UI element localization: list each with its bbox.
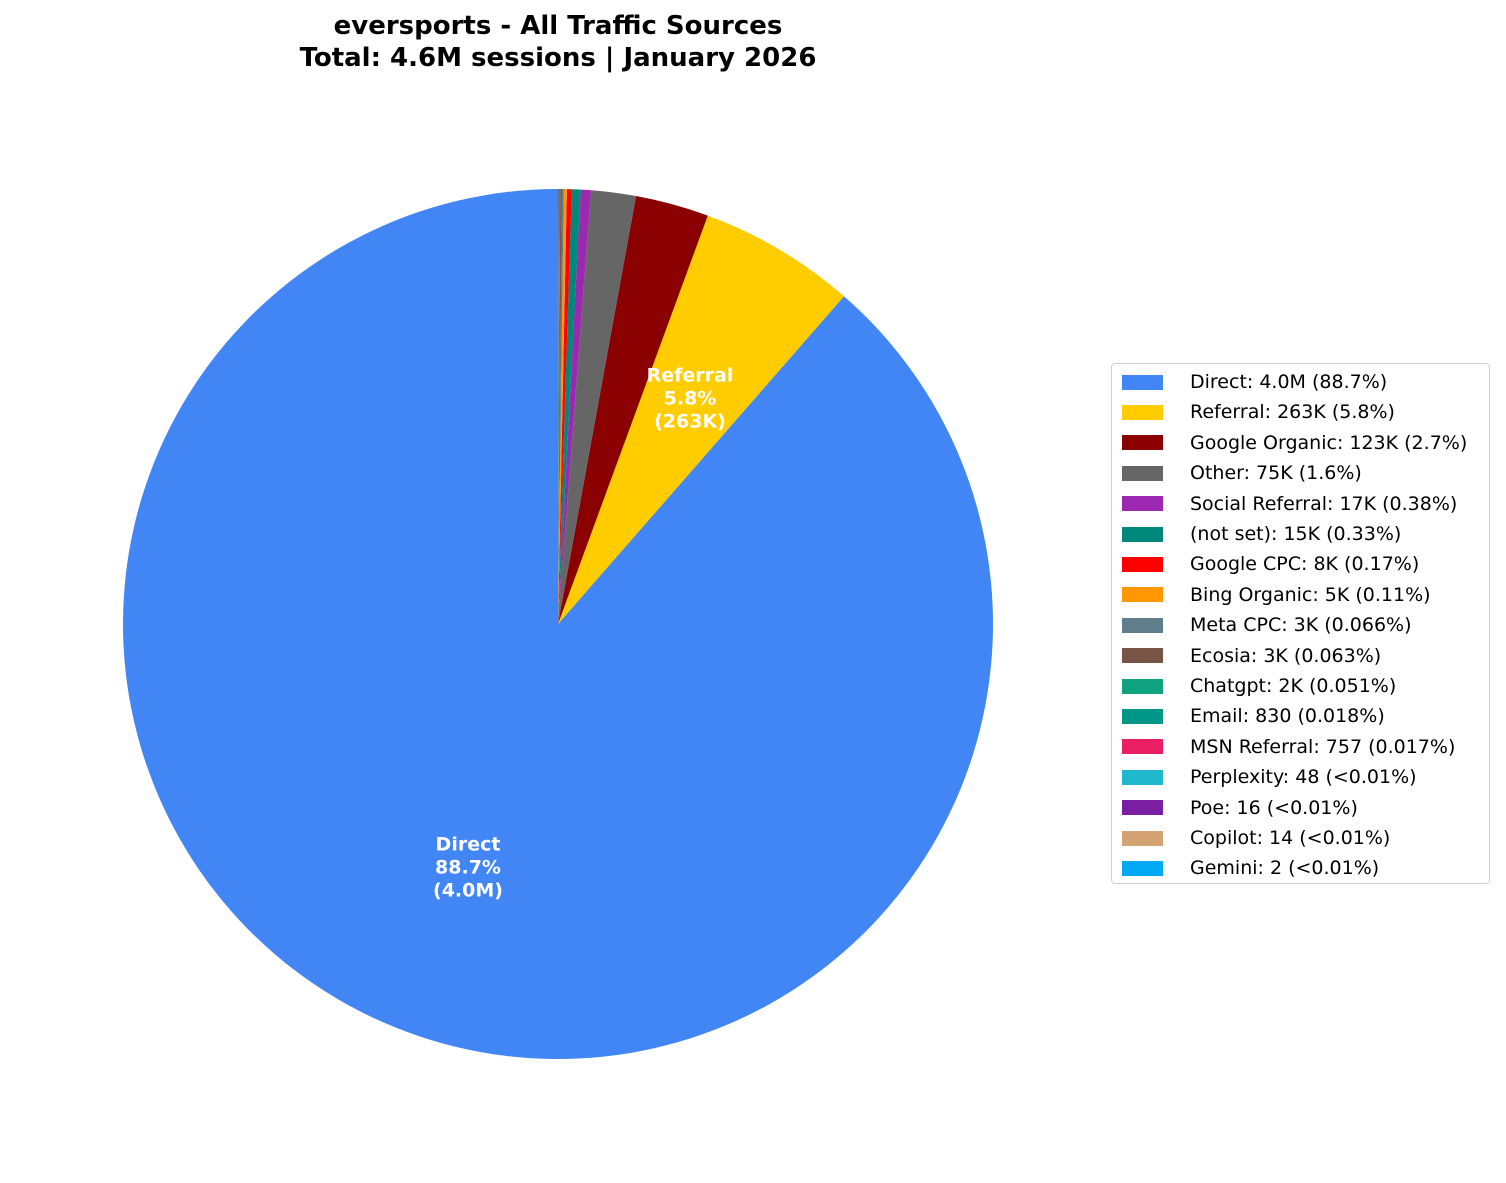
legend-item: Social Referral: 17K (0.38%) <box>1122 489 1457 519</box>
legend-item: Ecosia: 3K (0.063%) <box>1122 641 1381 671</box>
legend-label: Direct: 4.0M (88.7%) <box>1190 371 1388 393</box>
legend-label: MSN Referral: 757 (0.017%) <box>1190 735 1456 758</box>
pie-slice <box>558 189 563 624</box>
legend-label: Social Referral: 17K (0.38%) <box>1190 492 1458 515</box>
pie-slice <box>558 189 559 624</box>
legend-item: Chatgpt: 2K (0.051%) <box>1122 671 1396 701</box>
legend-item: Copilot: 14 (<0.01%) <box>1122 823 1390 853</box>
legend-item: Referral: 263K (5.8%) <box>1122 397 1395 427</box>
legend-item: Gemini: 2 (<0.01%) <box>1122 853 1379 883</box>
legend-label: Meta CPC: 3K (0.066%) <box>1190 614 1412 637</box>
slice-label-referral-value: (263K) <box>654 410 726 433</box>
legend-swatch <box>1122 648 1163 664</box>
pie-slice <box>558 190 637 624</box>
pie-slice <box>558 215 845 624</box>
legend-label: Bing Organic: 5K (0.11%) <box>1190 583 1431 606</box>
legend-swatch <box>1122 465 1163 481</box>
chart-legend: Direct: 4.0M (88.7%) Referral: 263K (5.8%… <box>1111 363 1490 884</box>
chart-title: eversports - All Traffic Sources Total: … <box>158 10 958 74</box>
slice-label-direct-name: Direct <box>435 833 501 856</box>
legend-swatch <box>1122 374 1163 390</box>
legend-item: Bing Organic: 5K (0.11%) <box>1122 580 1431 610</box>
legend-item: Poe: 16 (<0.01%) <box>1122 793 1358 823</box>
legend-label: Chatgpt: 2K (0.051%) <box>1190 675 1397 697</box>
legend-label: Copilot: 14 (<0.01%) <box>1190 827 1391 849</box>
slice-label-referral: Referral 5.8% (263K) <box>647 365 734 434</box>
legend-swatch <box>1122 435 1163 451</box>
legend-item: (not set): 15K (0.33%) <box>1122 519 1401 549</box>
legend-item: Google CPC: 8K (0.17%) <box>1122 549 1419 579</box>
legend-label: Perplexity: 48 (<0.01%) <box>1190 766 1417 789</box>
legend-swatch <box>1122 800 1163 816</box>
slice-label-referral-name: Referral <box>646 364 734 387</box>
legend-label: Other: 75K (1.6%) <box>1190 462 1362 485</box>
legend-swatch <box>1122 860 1163 876</box>
legend-label: (not set): 15K (0.33%) <box>1190 523 1402 545</box>
legend-item: Perplexity: 48 (<0.01%) <box>1122 762 1417 792</box>
legend-item: Direct: 4.0M (88.7%) <box>1122 367 1387 397</box>
legend-item: Meta CPC: 3K (0.066%) <box>1122 610 1412 640</box>
pie-slice <box>558 189 581 624</box>
legend-item: Google Organic: 123K (2.7%) <box>1122 428 1467 458</box>
pie-slice <box>558 189 567 624</box>
legend-label: Gemini: 2 (<0.01%) <box>1190 857 1380 880</box>
pie-slice <box>123 189 994 1059</box>
legend-label: Google CPC: 8K (0.17%) <box>1190 553 1420 576</box>
legend-item: Email: 830 (0.018%) <box>1122 701 1385 731</box>
legend-swatch <box>1122 556 1163 572</box>
legend-swatch <box>1122 526 1163 542</box>
slice-label-direct-value: (4.0M) <box>433 879 503 902</box>
legend-label: Poe: 16 (<0.01%) <box>1190 796 1358 819</box>
legend-item: Other: 75K (1.6%) <box>1122 458 1362 488</box>
legend-label: Referral: 263K (5.8%) <box>1190 401 1395 424</box>
legend-swatch <box>1122 769 1163 785</box>
legend-item: MSN Referral: 757 (0.017%) <box>1122 732 1455 762</box>
chart-title-line2: Total: 4.6M sessions | January 2026 <box>299 43 817 73</box>
slice-label-referral-percent: 5.8% <box>663 387 717 410</box>
legend-swatch <box>1122 404 1163 420</box>
legend-swatch <box>1122 678 1163 694</box>
legend-swatch <box>1122 708 1163 724</box>
legend-swatch <box>1122 617 1163 633</box>
pie-slice <box>558 189 560 624</box>
pie-slice <box>558 189 572 624</box>
legend-label: Email: 830 (0.018%) <box>1190 705 1385 728</box>
legend-swatch <box>1122 587 1163 603</box>
chart-title-line1: eversports - All Traffic Sources <box>333 11 783 41</box>
legend-swatch <box>1122 496 1163 512</box>
legend-label: Ecosia: 3K (0.063%) <box>1190 644 1382 667</box>
pie-slice <box>558 189 561 625</box>
legend-swatch <box>1122 830 1163 846</box>
pie-slice <box>558 189 564 624</box>
pie-slice <box>558 189 592 625</box>
legend-swatch <box>1122 739 1163 755</box>
slice-label-direct: Direct 88.7% (4.0M) <box>433 834 503 903</box>
slice-label-direct-percent: 88.7% <box>435 856 501 879</box>
pie-slice <box>558 196 708 624</box>
legend-label: Google Organic: 123K (2.7%) <box>1190 431 1468 454</box>
